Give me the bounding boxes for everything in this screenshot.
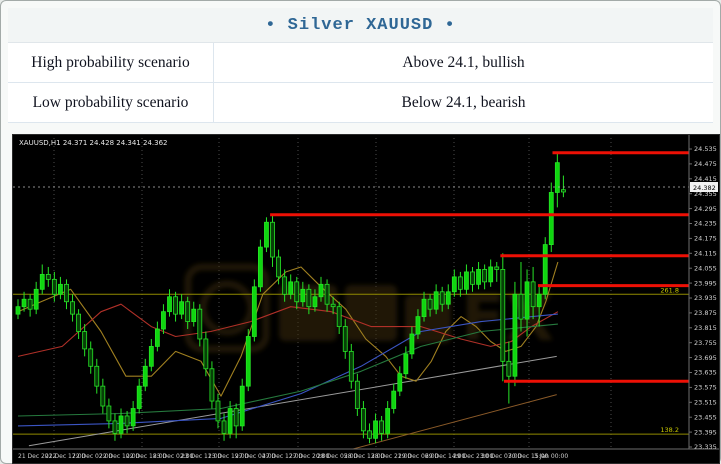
axes [13, 135, 719, 450]
price-tick-label: 24.415 [694, 175, 717, 183]
price-tick-label: 24.175 [694, 235, 717, 243]
time-tick-label: 22 Dec 10:00 [99, 453, 140, 460]
fib-label: 261.8 [660, 286, 679, 294]
chart-canvas[interactable]: FX 261.8 138.2 24.535 24.475 24.415 24.355 24.2… [13, 135, 719, 463]
moving-averages [17, 261, 559, 427]
price-tick-label: 23.335 [694, 443, 717, 451]
price-tick-label: 24.535 [694, 145, 717, 153]
price-tick-label: 24.295 [694, 205, 717, 213]
price-tick-label: 23.755 [694, 339, 717, 347]
fib-label: 138.2 [660, 426, 679, 434]
price-tick-label: 24.055 [694, 264, 717, 272]
scenario-value-low: Below 24.1, bearish [401, 93, 526, 111]
scenario-label-high: High probability scenario [8, 43, 214, 82]
price-tick-label: 23.395 [694, 428, 717, 436]
time-tick-label: 23 Dec 11:00 [181, 453, 222, 460]
price-tick-label: 23.575 [694, 384, 717, 392]
time-tick-label: 28 Dec 13:00 [344, 453, 385, 460]
time-tick-label: 28 Dec 05:00 [317, 453, 358, 460]
time-tick-label: 23 Dec 02:00 [153, 453, 194, 460]
price-tick-label: 23.815 [694, 324, 717, 332]
time-tick-label: 29 Dec 06:00 [398, 453, 439, 460]
fib-levels: 261.8 138.2 [13, 286, 689, 435]
scenario-value-high: Above 24.1, bullish [402, 53, 525, 71]
current-price-tag: 24.382 [690, 181, 718, 192]
price-tick-label: 24.235 [694, 220, 717, 228]
time-tick-label: 22 Dec 18:00 [126, 453, 167, 460]
time-tick-label: 27 Dec 12:00 [262, 453, 303, 460]
price-tick-label: 23.695 [694, 354, 717, 362]
ma-green [17, 323, 558, 417]
time-tick-label: 27 Dec 04:00 [235, 453, 276, 460]
resistance-lines[interactable] [270, 151, 689, 383]
svg-text:24.382: 24.382 [693, 184, 716, 192]
time-tick-label: 29 Dec 23:00 [453, 453, 494, 460]
price-tick-label: 23.935 [694, 294, 717, 302]
trendlines [28, 355, 557, 449]
time-tick-label: 30 Dec 15:00 [508, 453, 549, 460]
scenario-label-low: Low probability scenario [8, 83, 214, 122]
price-tick-label: 24.115 [694, 249, 717, 257]
price-tick-label: 24.475 [694, 160, 717, 168]
price-tick-label: 23.455 [694, 413, 717, 421]
price-tick-label: 23.515 [694, 398, 717, 406]
ma-red [17, 303, 559, 357]
page-title: • Silver XAUUSD • [265, 16, 456, 35]
time-tick-label: 22 Dec 02:00 [72, 453, 113, 460]
price-tick-label: 23.635 [694, 369, 717, 377]
candles [15, 152, 566, 444]
price-axis: 24.535 24.475 24.415 24.355 24.295 24.235 24.1… [689, 145, 717, 451]
time-tick-label: 21 Dec 17:00 [45, 453, 86, 460]
price-tick-label: 23.875 [694, 309, 717, 317]
table-row: Low probability scenario Below 24.1, bea… [8, 83, 713, 123]
time-tick-label: 28 Dec 21:00 [371, 453, 412, 460]
time-tick-label: 30 Dec 07:00 [481, 453, 522, 460]
table-row: High probability scenario Above 24.1, bu… [8, 43, 713, 83]
ma-blue [17, 313, 558, 427]
time-tick-label: 23 Dec 19:00 [208, 453, 249, 460]
time-tick-label: 27 Dec 20:00 [289, 453, 330, 460]
time-tick-label: 3 Jan 00:00 [534, 453, 568, 460]
report-header: • Silver XAUUSD • [8, 8, 713, 43]
trendline-gray [28, 355, 557, 447]
trendline-brown [352, 394, 557, 449]
scenario-table: High probability scenario Above 24.1, bu… [8, 43, 713, 123]
price-tick-label: 23.995 [694, 279, 717, 287]
price-chart[interactable]: FX 261.8 138.2 24.535 24.475 24.415 24.355 24.2… [12, 134, 720, 464]
time-tick-label: 29 Dec 14:00 [425, 453, 466, 460]
watermark: FX [184, 263, 554, 356]
price-tick-label: 24.355 [694, 190, 717, 198]
time-tick-label: 21 Dec 2022 [18, 453, 57, 460]
symbol-info-line: XAUUSD,H1 24.371 24.428 24.341 24.362 [19, 139, 167, 147]
